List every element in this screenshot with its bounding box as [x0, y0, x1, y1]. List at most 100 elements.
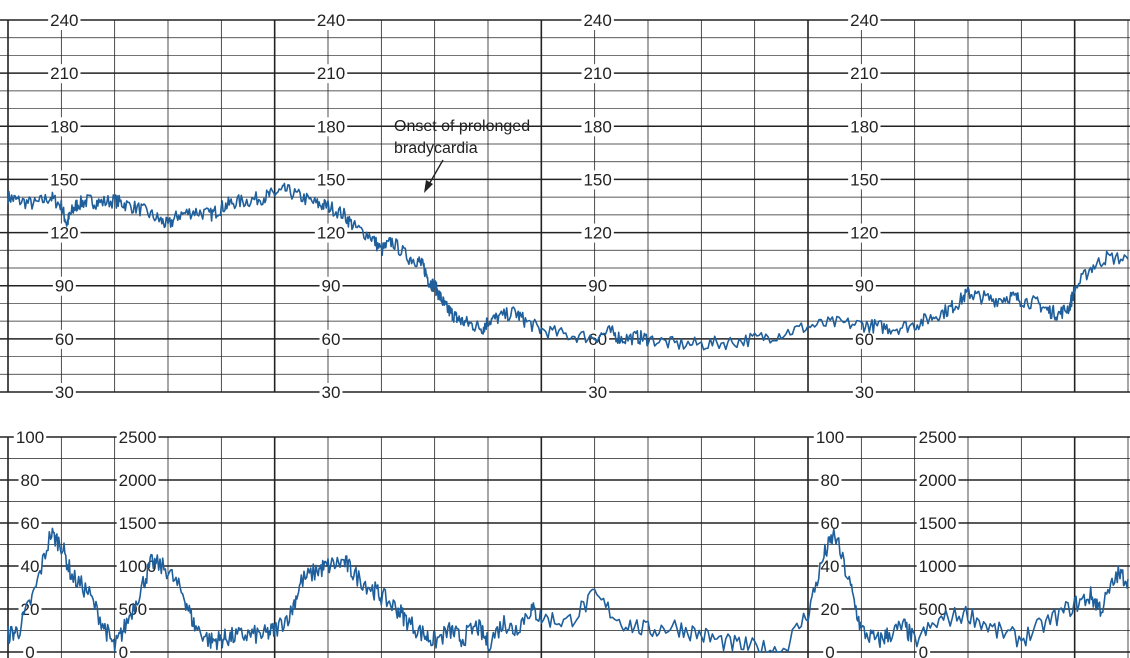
svg-text:180: 180 [583, 117, 611, 136]
svg-text:0: 0 [25, 643, 34, 658]
svg-text:2000: 2000 [119, 471, 157, 490]
fhr-tick-label: 90 [852, 276, 876, 296]
svg-text:150: 150 [50, 170, 78, 189]
svg-text:120: 120 [317, 224, 345, 243]
ua-tick-label: 0 [823, 643, 837, 658]
svg-text:30: 30 [588, 383, 607, 402]
fhr-tick-label: 120 [314, 223, 348, 243]
fhr-tick-label: 150 [581, 170, 614, 190]
svg-text:180: 180 [317, 117, 345, 136]
ua-tick-label: 0 [23, 643, 37, 658]
annotation-line-1: Onset of prolonged [394, 118, 530, 135]
ua-tick-label: 40 [818, 557, 842, 576]
svg-text:0: 0 [119, 643, 128, 658]
svg-text:240: 240 [50, 11, 78, 30]
svg-text:90: 90 [55, 277, 74, 296]
fhr-tick-label: 240 [48, 11, 81, 30]
ua-tick-label: 40 [18, 557, 42, 576]
svg-text:40: 40 [21, 557, 40, 576]
svg-text:240: 240 [317, 11, 345, 30]
svg-text:100: 100 [816, 428, 844, 447]
annotation-arrow-line [427, 159, 444, 187]
fhr-tick-label: 30 [852, 383, 876, 402]
svg-text:210: 210 [50, 64, 78, 83]
annotation-line-2: bradycardia [394, 140, 478, 157]
chart-traces [7, 182, 1129, 653]
fhr-tick-label: 210 [581, 64, 614, 84]
svg-text:60: 60 [821, 514, 840, 533]
fhr-tick-label: 150 [848, 170, 881, 190]
fhr-tick-label: 210 [314, 64, 348, 84]
svg-text:2000: 2000 [919, 471, 957, 490]
fhr-tick-label: 210 [848, 64, 881, 84]
svg-text:60: 60 [322, 330, 341, 349]
svg-text:20: 20 [821, 600, 840, 619]
fhr-tick-label: 60 [319, 329, 343, 349]
svg-text:120: 120 [50, 224, 78, 243]
svg-text:150: 150 [850, 170, 878, 189]
svg-text:180: 180 [850, 117, 878, 136]
svg-text:120: 120 [850, 224, 878, 243]
svg-text:90: 90 [588, 277, 607, 296]
ua-secondary-tick-label: 500 [916, 600, 950, 619]
svg-text:100: 100 [16, 428, 44, 447]
svg-text:60: 60 [21, 514, 40, 533]
ua-secondary-tick-label: 0 [116, 643, 131, 658]
svg-text:90: 90 [855, 277, 874, 296]
ua-tick-label: 100 [813, 428, 847, 447]
ua-secondary-tick-label: 0 [916, 643, 931, 658]
ua-secondary-tick-label: 1500 [916, 514, 959, 533]
fhr-tick-label: 180 [48, 117, 81, 137]
svg-text:120: 120 [583, 224, 611, 243]
fhr-tick-labels: 30 60 90 120 150 180 210 240 30 60 90 120 150 180 210 2… [48, 11, 881, 402]
fhr-tick-label: 240 [314, 11, 348, 30]
svg-text:1000: 1000 [119, 557, 157, 576]
fhr-tick-label: 60 [52, 329, 76, 349]
svg-text:240: 240 [850, 11, 878, 30]
fhr-tick-label: 60 [852, 329, 876, 349]
svg-text:1000: 1000 [919, 557, 957, 576]
svg-text:60: 60 [55, 330, 74, 349]
svg-text:80: 80 [821, 471, 840, 490]
svg-text:2500: 2500 [919, 428, 957, 447]
fhr-tick-label: 30 [319, 383, 343, 402]
fhr-tick-label: 120 [581, 223, 614, 243]
bradycardia-annotation: Onset of prolonged bradycardia [394, 118, 530, 193]
fhr-tick-label: 120 [48, 223, 81, 243]
ua-trace [7, 527, 1129, 653]
svg-text:1500: 1500 [119, 514, 157, 533]
svg-text:240: 240 [583, 11, 611, 30]
svg-text:20: 20 [21, 600, 40, 619]
svg-text:0: 0 [825, 643, 834, 658]
ua-secondary-tick-label: 2000 [916, 471, 959, 490]
ua-secondary-tick-label: 1000 [916, 557, 959, 576]
ua-tick-label: 60 [818, 514, 842, 533]
fhr-tick-label: 90 [52, 276, 76, 296]
fhr-tick-label: 30 [586, 383, 610, 402]
svg-text:1500: 1500 [919, 514, 957, 533]
fhr-tick-label: 30 [52, 383, 76, 402]
fhr-tick-label: 180 [581, 117, 614, 137]
fhr-tick-label: 90 [586, 276, 610, 296]
svg-text:90: 90 [322, 277, 341, 296]
fhr-tick-label: 120 [848, 223, 881, 243]
fhr-tick-label: 240 [848, 11, 881, 30]
svg-text:0: 0 [919, 643, 928, 658]
ua-secondary-tick-label: 1500 [116, 514, 159, 533]
svg-text:210: 210 [583, 64, 611, 83]
svg-text:60: 60 [855, 330, 874, 349]
svg-text:180: 180 [50, 117, 78, 136]
svg-text:30: 30 [855, 383, 874, 402]
fhr-tick-label: 180 [848, 117, 881, 137]
svg-text:500: 500 [919, 600, 947, 619]
svg-text:150: 150 [317, 170, 345, 189]
annotation-arrowhead [424, 180, 433, 193]
fhr-tick-label: 210 [48, 64, 81, 84]
svg-text:40: 40 [821, 557, 840, 576]
svg-text:30: 30 [322, 383, 341, 402]
fhr-tick-label: 240 [581, 11, 614, 30]
svg-text:210: 210 [850, 64, 878, 83]
ua-tick-label: 20 [818, 600, 842, 619]
